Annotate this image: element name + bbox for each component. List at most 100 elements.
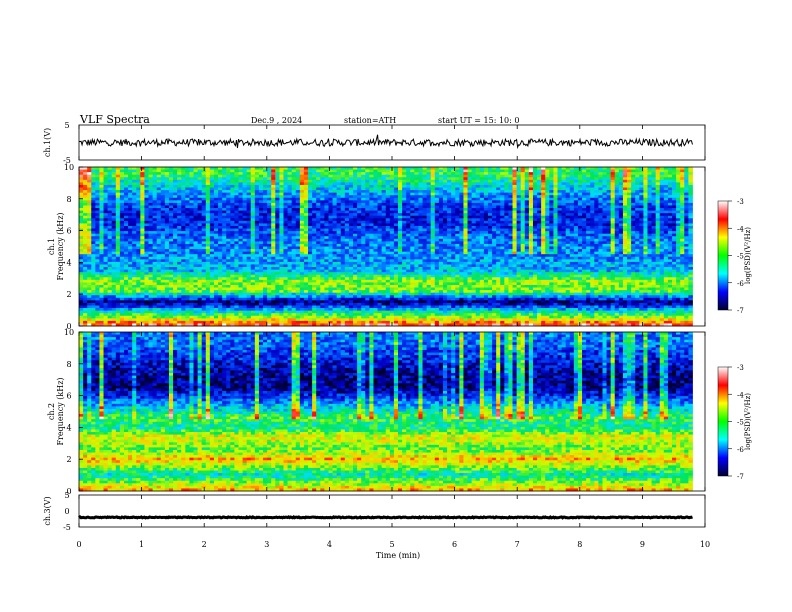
spectrogram-cell	[287, 241, 293, 245]
spectrogram-cell	[177, 205, 182, 209]
spectrogram-cell	[320, 167, 325, 170]
spectrogram-cell	[340, 202, 346, 206]
spectrogram-cell	[299, 256, 305, 260]
spectrogram-cell	[324, 302, 329, 306]
spectrogram-cell	[99, 259, 104, 263]
spectrogram-cell	[128, 292, 133, 296]
spectrogram-cell	[136, 320, 141, 324]
spectrogram-cell	[107, 274, 113, 278]
spectrogram-cell	[303, 254, 309, 258]
spectrogram-cell	[193, 246, 199, 250]
spectrogram-cell	[222, 308, 227, 312]
spectrogram-cell	[340, 256, 346, 260]
spectrogram-cell	[181, 200, 186, 204]
spectrogram-cell	[213, 297, 219, 301]
spectrogram-cell	[173, 167, 178, 170]
spectrogram-cell	[299, 192, 305, 196]
spectrogram-cell	[152, 297, 158, 301]
spectrogram-cell	[365, 287, 370, 291]
spectrogram-cell	[393, 269, 399, 273]
spectrogram-cell	[385, 236, 391, 240]
spectrogram-cell	[164, 246, 170, 250]
spectrogram-cell	[254, 264, 260, 268]
spectrogram-cell	[103, 313, 109, 317]
spectrogram-cell	[267, 318, 272, 322]
spectrogram-cell	[164, 172, 170, 176]
spectrogram-cell	[144, 179, 149, 183]
spectrogram-cell	[144, 225, 149, 229]
spectrogram-cell	[254, 287, 260, 291]
spectrogram-cell	[107, 200, 113, 204]
spectrogram-cell	[103, 172, 109, 176]
spectrogram-cell	[336, 233, 342, 237]
spectrogram-cell	[258, 264, 264, 268]
spectrogram-cell	[185, 243, 190, 247]
spectrogram-cell	[275, 213, 280, 217]
spectrogram-cell	[279, 174, 284, 178]
spectrogram-cell	[242, 305, 248, 309]
spectrogram-cell	[115, 192, 121, 196]
spectrogram-cell	[295, 284, 301, 288]
spectrogram-cell	[115, 261, 121, 265]
spectrogram-cell	[369, 208, 374, 211]
spectrogram-cell	[324, 182, 329, 186]
spectrogram-cell	[160, 177, 166, 181]
spectrogram-cell	[344, 220, 350, 224]
spectrogram-cell	[242, 182, 248, 186]
spectrogram-cell	[242, 308, 248, 312]
spectrogram-cell	[213, 251, 219, 255]
spectrogram-cell	[168, 243, 174, 247]
spectrogram-cell	[136, 246, 141, 250]
spectrogram-cell	[332, 249, 338, 253]
spectrogram-cell	[344, 192, 350, 196]
spectrogram-cell	[336, 243, 342, 247]
spectrogram-cell	[258, 200, 264, 204]
spectrogram-cell	[115, 254, 121, 258]
spectrogram-cell	[242, 243, 248, 247]
spectrogram-cell	[250, 261, 256, 265]
spectrogram-cell	[123, 202, 129, 206]
spectrogram-cell	[189, 254, 194, 258]
spectrogram-cell	[254, 177, 260, 181]
spectrogram-cell	[140, 174, 145, 178]
spectrogram-cell	[263, 269, 268, 273]
spectrogram-cell	[332, 302, 338, 306]
spectrogram-cell	[291, 274, 297, 278]
spectrogram-cell	[316, 251, 321, 255]
spectrogram-cell	[218, 315, 223, 319]
spectrogram-cell	[87, 241, 92, 245]
spectrogram-cell	[308, 290, 313, 294]
spectrogram-cell	[385, 225, 391, 229]
spectrogram-cell	[353, 261, 358, 265]
spectrogram-cell	[398, 284, 403, 288]
spectrogram-cell	[181, 243, 186, 247]
spectrogram-cell	[365, 208, 370, 211]
spectrogram-cell	[209, 246, 215, 250]
spectrogram-cell	[328, 179, 333, 183]
spectrogram-cell	[365, 318, 370, 322]
spectrogram-cell	[398, 308, 403, 312]
spectrogram-cell	[132, 220, 137, 224]
spectrogram-cell	[258, 167, 264, 170]
spectrogram-cell	[119, 277, 125, 281]
spectrogram-cell	[332, 274, 338, 278]
spectrogram-cell	[393, 259, 399, 263]
spectrogram-cell	[123, 287, 129, 291]
spectrogram-cell	[353, 284, 358, 288]
spectrogram-cell	[242, 213, 248, 217]
spectrogram-cell	[353, 195, 358, 199]
spectrogram-cell	[197, 313, 203, 317]
spectrogram-cell	[136, 308, 141, 312]
spectrogram-cell	[144, 231, 149, 235]
spectrogram-cell	[303, 238, 309, 242]
spectrogram-cell	[222, 246, 227, 250]
spectrogram-cell	[185, 279, 190, 283]
spectrogram-cell	[148, 305, 154, 309]
spectrogram-cell	[160, 259, 166, 263]
spectrogram-cell	[164, 223, 170, 227]
spectrogram-cell	[226, 213, 231, 217]
spectrogram-cell	[398, 241, 403, 245]
spectrogram-cell	[95, 223, 100, 227]
spectrogram-cell	[267, 256, 272, 260]
spectrogram-cell	[197, 320, 203, 324]
